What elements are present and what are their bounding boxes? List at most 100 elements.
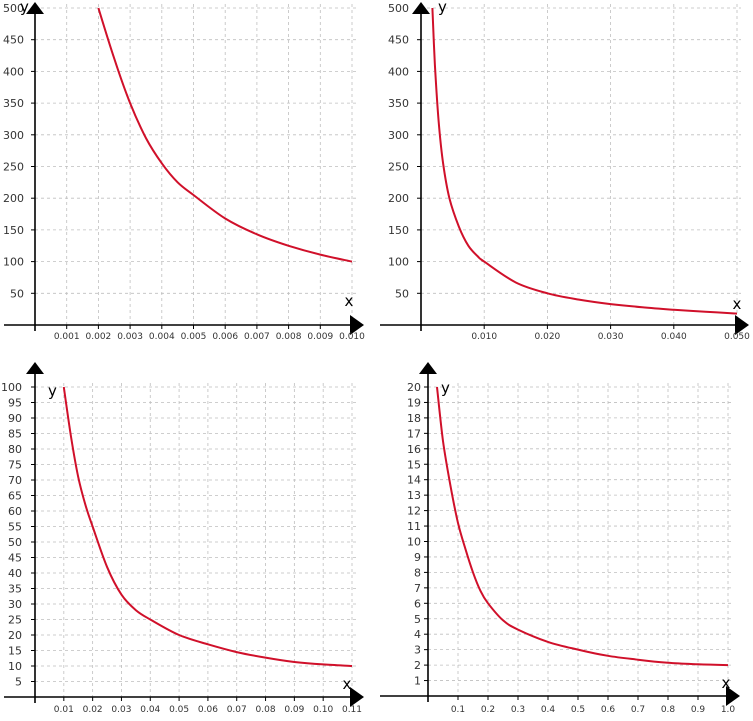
x-tick-label: 0.2	[481, 705, 495, 715]
grid	[35, 383, 356, 697]
y-tick-label: 60	[8, 505, 22, 518]
y-tick-label: 10	[407, 536, 421, 549]
chart-svg: 0.001 0.002 0.003 0.004 0.005 0.006 0.007 0.008…	[3, 0, 365, 342]
x-tick-label: 0.04	[140, 705, 160, 715]
x-tick-label: 0.09	[284, 705, 304, 715]
series-line	[62, 386, 353, 667]
chart-panel-1: 0.001 0.002 0.003 0.004 0.005 0.006 0.007 0.008…	[0, 0, 376, 360]
y-tick-label: 12	[407, 505, 421, 518]
y-tick-label: 15	[8, 645, 22, 658]
x-tick-label: 0.03	[111, 705, 131, 715]
x-tick-label: 0.010	[339, 332, 365, 342]
x-tick-label: 0.1	[451, 705, 465, 715]
y-tick-label: 19	[407, 396, 421, 409]
y-tick-label: 150	[3, 224, 24, 237]
y-tick-label: 85	[8, 428, 22, 441]
chart-svg: 0.01 0.02 0.03 0.04 0.05 0.06 0.07 0.08 0.09 0.10…	[1, 362, 364, 715]
y-tick-label: 18	[407, 412, 421, 425]
y-axis-arrow	[419, 362, 437, 374]
x-tick-label: 0.8	[661, 705, 676, 715]
y-tick-label: 50	[10, 287, 24, 300]
y-tick-label: 10	[8, 660, 22, 673]
y-tick-label: 5	[414, 613, 421, 626]
y-tick-label: 17	[407, 427, 421, 440]
series-line	[431, 7, 738, 315]
y-tick-label: 300	[3, 129, 24, 142]
y-tick-label: 13	[407, 489, 421, 502]
y-tick-label: 150	[388, 224, 409, 237]
x-tick-label: 0.6	[601, 705, 616, 715]
chart-panel-3: 0.01 0.02 0.03 0.04 0.05 0.06 0.07 0.08 0.09 0.10…	[0, 360, 376, 721]
x-tick-label: 0.040	[661, 332, 687, 342]
y-tick-label: 400	[388, 65, 409, 78]
y-tick-label: 3	[414, 644, 421, 657]
y-tick-label: 6	[414, 597, 421, 610]
y-axis-label: y	[20, 0, 29, 16]
y-tick-label: 9	[414, 551, 421, 564]
x-axis-label: x	[345, 292, 354, 310]
x-tick-label: 1.0	[721, 705, 736, 715]
x-tick-label: 0.030	[598, 332, 624, 342]
y-tick-label: 400	[3, 65, 24, 78]
y-tick-label: 500	[388, 2, 409, 15]
y-tick-label: 500	[3, 2, 24, 15]
x-tick-label: 0.008	[276, 332, 302, 342]
x-axis-arrow	[350, 315, 364, 335]
y-axis-label: y	[48, 382, 57, 400]
x-tick-label: 0.004	[149, 332, 175, 342]
y-tick-label: 1	[414, 675, 421, 688]
y-tick-label: 40	[8, 567, 22, 580]
y-tick-label: 200	[388, 192, 409, 205]
x-tick-label: 0.9	[691, 705, 706, 715]
y-tick-label: 250	[388, 161, 409, 174]
y-tick-label: 100	[3, 256, 24, 269]
x-tick-label: 0.002	[86, 332, 112, 342]
x-tick-label: 0.3	[511, 705, 525, 715]
y-tick-label: 250	[3, 161, 24, 174]
grid	[35, 4, 356, 325]
x-tick-label: 0.08	[256, 705, 276, 715]
y-tick-label: 11	[407, 520, 421, 533]
y-tick-label: 65	[8, 490, 22, 503]
x-tick-label: 0.06	[198, 705, 218, 715]
y-tick-label: 75	[8, 459, 22, 472]
series-line	[436, 386, 729, 667]
y-tick-label: 7	[414, 582, 421, 595]
y-tick-label: 20	[8, 629, 22, 642]
x-axis-arrow	[735, 315, 749, 335]
x-tick-label: 0.006	[212, 332, 238, 342]
x-tick-label: 0.001	[54, 332, 80, 342]
y-tick-label: 95	[8, 397, 22, 410]
grid	[421, 4, 741, 325]
y-tick-label: 5	[15, 676, 22, 689]
x-axis-label: x	[733, 295, 742, 313]
chart-svg: 0.010 0.020 0.030 0.040 0.050 50 100 150 200 250 3…	[380, 0, 750, 342]
series-line	[97, 7, 353, 263]
chart-svg: 0.1 0.2 0.3 0.4 0.5 0.6 0.7 0.8 0.9 1.01234567891…	[380, 362, 740, 715]
y-tick-label: 2	[414, 659, 421, 672]
x-tick-label: 0.02	[83, 705, 103, 715]
y-tick-label: 25	[8, 614, 22, 627]
x-axis-label: x	[343, 675, 352, 693]
y-tick-label: 70	[8, 474, 22, 487]
x-tick-label: 0.5	[571, 705, 585, 715]
x-tick-label: 0.4	[541, 705, 556, 715]
y-tick-label: 100	[388, 256, 409, 269]
y-tick-label: 350	[388, 97, 409, 110]
y-tick-label: 8	[414, 566, 421, 579]
x-tick-label: 0.05	[169, 705, 189, 715]
x-tick-label: 0.010	[471, 332, 497, 342]
x-tick-label: 0.003	[117, 332, 143, 342]
y-tick-label: 15	[407, 458, 421, 471]
y-tick-label: 450	[388, 34, 409, 47]
y-tick-label: 14	[407, 474, 421, 487]
y-tick-label: 450	[3, 34, 24, 47]
x-tick-label: 0.009	[307, 332, 333, 342]
x-axis-arrow	[350, 687, 364, 707]
y-tick-label: 16	[407, 443, 421, 456]
x-tick-label: 0.7	[631, 705, 645, 715]
x-tick-label: 0.11	[342, 705, 362, 715]
y-tick-label: 20	[407, 381, 421, 394]
y-tick-label: 45	[8, 552, 22, 565]
y-tick-label: 100	[1, 381, 22, 394]
